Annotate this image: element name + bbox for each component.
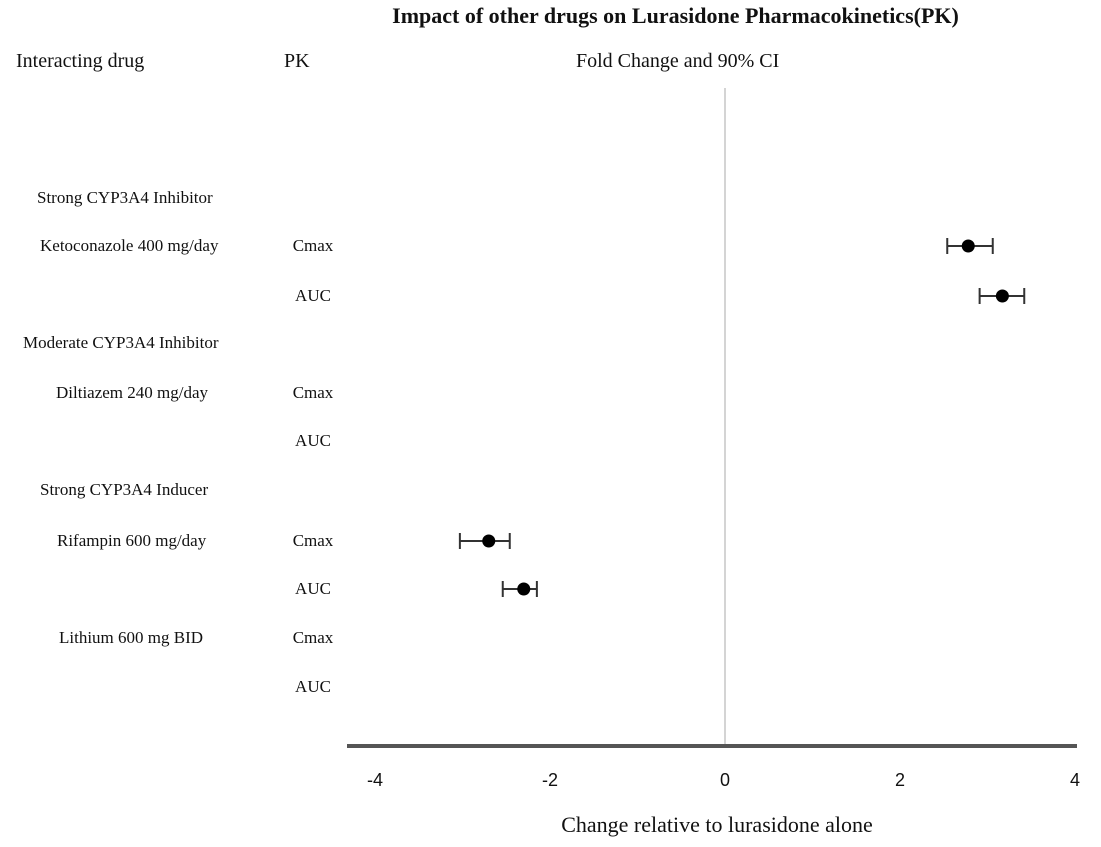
group-label: Strong CYP3A4 Inhibitor (37, 188, 213, 207)
group-label: Moderate CYP3A4 Inhibitor (23, 333, 219, 352)
pk-label: AUC (295, 579, 331, 598)
pk-label: Cmax (292, 383, 334, 402)
x-tick-label: -2 (541, 770, 559, 790)
x-tick-label: -4 (366, 770, 384, 790)
point-estimate (482, 534, 496, 548)
pk-label: AUC (295, 286, 331, 305)
pk-label: AUC (295, 431, 331, 450)
x-tick-label: 2 (894, 770, 906, 790)
drug-label: Diltiazem 240 mg/day (56, 383, 209, 402)
point-estimate (995, 289, 1009, 303)
drug-label: Ketoconazole 400 mg/day (40, 236, 219, 255)
pk-label: AUC (295, 677, 331, 696)
point-estimate (961, 239, 975, 253)
pk-label: Cmax (292, 531, 334, 550)
x-axis-label: Change relative to lurasidone alone (561, 812, 873, 837)
header-fold-change: Fold Change and 90% CI (576, 50, 780, 72)
point-estimate (517, 582, 531, 596)
group-label: Strong CYP3A4 Inducer (40, 480, 209, 499)
header-pk: PK (284, 50, 310, 72)
chart-title: Impact of other drugs on Lurasidone Phar… (392, 3, 959, 28)
drug-label: Lithium 600 mg BID (59, 628, 204, 647)
drug-label: Rifampin 600 mg/day (57, 531, 207, 550)
x-tick-label: 4 (1069, 770, 1081, 790)
header-interacting-drug: Interacting drug (16, 50, 145, 72)
pk-label: Cmax (292, 236, 334, 255)
x-tick-label: 0 (719, 770, 731, 790)
pk-label: Cmax (292, 628, 334, 647)
